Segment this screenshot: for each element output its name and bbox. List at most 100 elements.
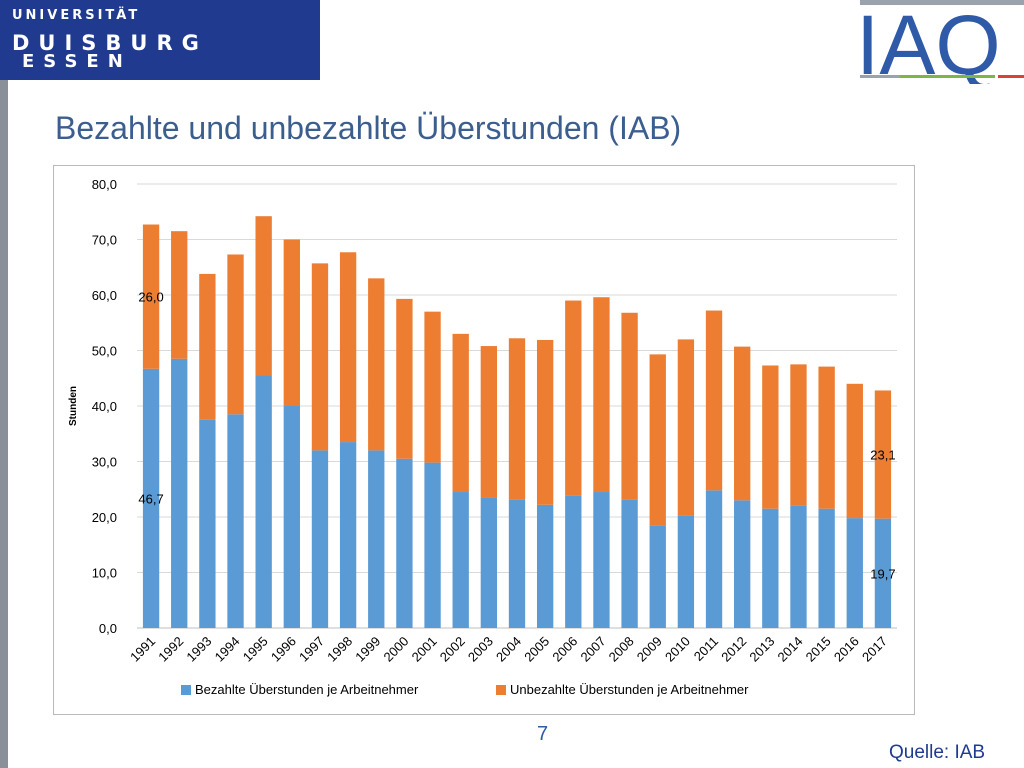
- bar-unpaid: [283, 239, 300, 406]
- bar-paid: [311, 450, 329, 628]
- legend: Bezahlte Überstunden je Arbeitnehmer Unbe…: [181, 682, 749, 697]
- university-logo-line1: UNIVERSITÄT: [12, 8, 141, 23]
- bar-unpaid: [508, 338, 526, 500]
- bar-paid: [396, 458, 413, 628]
- legend-swatch-unpaid: [496, 685, 506, 695]
- bar-paid: [339, 442, 357, 628]
- x-tick-label: 1994: [212, 634, 243, 665]
- bar-unpaid: [818, 366, 835, 509]
- source-note: Quelle: IAB: [889, 742, 986, 763]
- bar-paid: [536, 504, 554, 628]
- bar-unpaid: [396, 298, 413, 459]
- bar-unpaid: [199, 273, 216, 420]
- bar-unpaid: [621, 312, 638, 500]
- x-tick-label: 2001: [409, 634, 440, 665]
- stacked-bar-chart: 0,0 10,0 20,0 30,0 40,0 50,0 60,0 70,0 80,0 Stun…: [68, 177, 897, 697]
- x-tick-label: 2004: [493, 634, 524, 665]
- bar-paid: [171, 358, 188, 628]
- y-tick-label: 80,0: [92, 177, 117, 192]
- bar-unpaid: [677, 339, 695, 516]
- data-label: 23,1: [870, 448, 895, 463]
- bar-paid: [227, 414, 244, 628]
- bar-unpaid: [424, 311, 441, 463]
- bar-paid: [649, 525, 666, 628]
- bar-unpaid: [846, 383, 863, 519]
- x-tick-label: 2012: [718, 634, 749, 665]
- x-tick-label: 1999: [352, 634, 383, 665]
- x-tick-label: 2000: [380, 634, 411, 665]
- bar-unpaid: [171, 231, 188, 359]
- bar-paid: [762, 508, 779, 628]
- bar-paid: [480, 497, 498, 628]
- x-tick-label: 1992: [155, 634, 186, 665]
- bar-unpaid: [339, 252, 357, 443]
- bar-paid: [818, 508, 835, 628]
- bar-paid: [508, 499, 526, 628]
- x-tick-label: 2017: [859, 634, 890, 665]
- data-labels: 46,7 26,0 19,7 23,1: [138, 290, 895, 582]
- bar-unpaid: [649, 354, 666, 526]
- bar-paid: [424, 462, 441, 628]
- x-tick-label: 2002: [437, 634, 468, 665]
- bar-unpaid: [762, 365, 779, 509]
- bar-unpaid: [452, 333, 469, 493]
- legend-swatch-paid: [181, 685, 191, 695]
- data-label: 46,7: [138, 491, 163, 506]
- data-label: 26,0: [138, 290, 163, 305]
- university-logo: UNIVERSITÄT DUISBURG ESSEN: [0, 0, 320, 80]
- data-label: 19,7: [870, 566, 895, 581]
- bar-paid: [199, 419, 216, 628]
- slide-title: Bezahlte und unbezahlte Überstunden (IAB…: [55, 110, 682, 146]
- bar-paid: [677, 515, 695, 628]
- bar-paid: [705, 490, 723, 628]
- x-tick-label: 2011: [691, 634, 721, 664]
- y-axis-label: Stunden: [68, 386, 79, 426]
- x-tick-label: 1997: [296, 634, 327, 665]
- bar-unpaid: [734, 346, 751, 501]
- bar-unpaid: [790, 364, 807, 506]
- x-tick-label: 1996: [268, 634, 299, 665]
- y-tick-label: 40,0: [92, 399, 117, 414]
- y-tick-label: 0,0: [99, 621, 117, 636]
- chart-container: 0,0 10,0 20,0 30,0 40,0 50,0 60,0 70,0 80,0 Stun…: [53, 165, 915, 715]
- x-tick-label: 2015: [803, 634, 834, 665]
- page-number: 7: [537, 723, 549, 745]
- y-tick-label: 10,0: [92, 566, 117, 581]
- bar-paid: [790, 505, 807, 628]
- x-axis-ticks: 1991199219931994199519961997199819992000…: [127, 634, 890, 665]
- x-tick-label: 2008: [606, 634, 637, 665]
- y-tick-label: 20,0: [92, 510, 117, 525]
- institute-logo: IAQ: [860, 0, 1024, 84]
- bar-paid: [452, 492, 469, 628]
- y-tick-label: 30,0: [92, 455, 117, 470]
- x-tick-label: 2016: [831, 634, 862, 665]
- bar-unpaid: [227, 254, 244, 415]
- bar-unpaid: [593, 297, 610, 493]
- x-tick-label: 2005: [521, 634, 552, 665]
- left-accent-bar: [0, 0, 8, 768]
- bar-paid: [368, 450, 385, 628]
- bar-unpaid: [536, 339, 554, 505]
- bar-unpaid: [142, 224, 160, 369]
- y-tick-label: 50,0: [92, 344, 117, 359]
- bar-paid: [874, 518, 892, 628]
- legend-label: Bezahlte Überstunden je Arbeitnehmer: [195, 682, 419, 697]
- bar-unpaid: [368, 278, 385, 451]
- x-tick-label: 2007: [578, 634, 609, 665]
- bar-paid: [593, 492, 610, 628]
- bar-paid: [846, 518, 863, 628]
- x-tick-label: 1995: [240, 634, 271, 665]
- university-logo-line3: ESSEN: [22, 51, 132, 72]
- bar-paid: [565, 495, 582, 628]
- y-axis-ticks: 0,0 10,0 20,0 30,0 40,0 50,0 60,0 70,0 80,0: [92, 177, 117, 636]
- bar-paid: [255, 375, 272, 628]
- x-tick-label: 1991: [127, 634, 158, 665]
- bars: [142, 216, 892, 628]
- x-tick-label: 2003: [465, 634, 496, 665]
- bar-unpaid: [874, 390, 892, 519]
- bar-unpaid: [255, 216, 272, 376]
- bar-unpaid: [480, 346, 498, 498]
- university-logo-line2: DUISBURG: [12, 31, 208, 55]
- x-tick-label: 2009: [634, 634, 665, 665]
- legend-label: Unbezahlte Überstunden je Arbeitnehmer: [510, 682, 749, 697]
